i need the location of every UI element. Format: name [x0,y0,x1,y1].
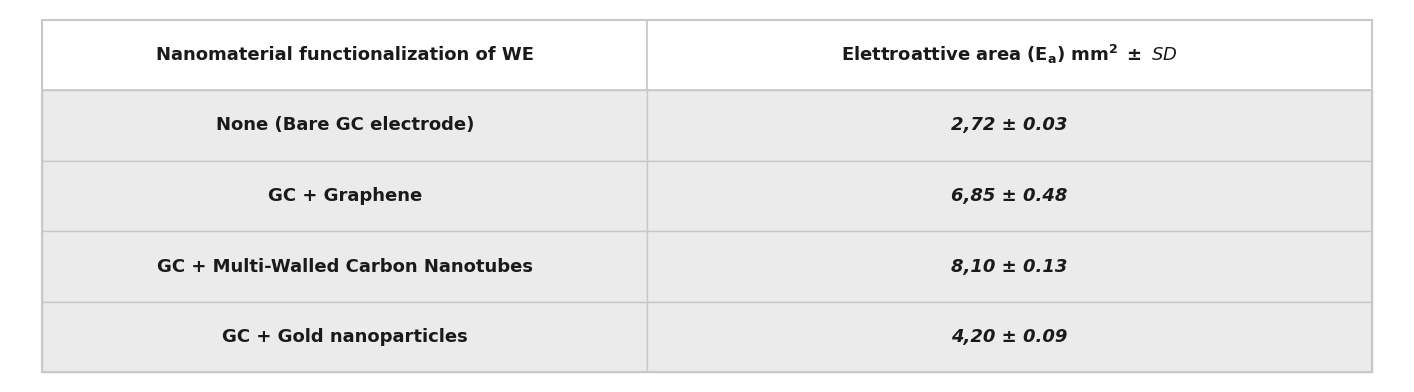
Bar [648,20,1372,90]
Bar [648,302,1372,372]
Text: 8,10 ± 0.13: 8,10 ± 0.13 [952,258,1068,276]
Bar [42,20,1372,372]
Text: None (Bare GC electrode): None (Bare GC electrode) [215,116,474,134]
Bar [42,302,648,372]
Text: Nanomaterial functionalization of WE: Nanomaterial functionalization of WE [156,46,534,64]
Text: $\mathbf{Elettroattive\ area\ (E_a)\ mm^2\ \pm}$$\mathbf{\it{\ SD}}$: $\mathbf{Elettroattive\ area\ (E_a)\ mm^… [841,44,1178,66]
Text: 6,85 ± 0.48: 6,85 ± 0.48 [952,187,1068,205]
Text: GC + Graphene: GC + Graphene [267,187,421,205]
Text: 2,72 ± 0.03: 2,72 ± 0.03 [952,116,1068,134]
Text: GC + Gold nanoparticles: GC + Gold nanoparticles [222,328,468,346]
Bar [648,161,1372,231]
Bar [42,231,648,302]
Bar [648,231,1372,302]
Bar [42,90,648,161]
Bar [648,90,1372,161]
Bar [42,161,648,231]
Text: GC + Multi-Walled Carbon Nanotubes: GC + Multi-Walled Carbon Nanotubes [157,258,533,276]
Bar [42,20,648,90]
Text: 4,20 ± 0.09: 4,20 ± 0.09 [952,328,1068,346]
